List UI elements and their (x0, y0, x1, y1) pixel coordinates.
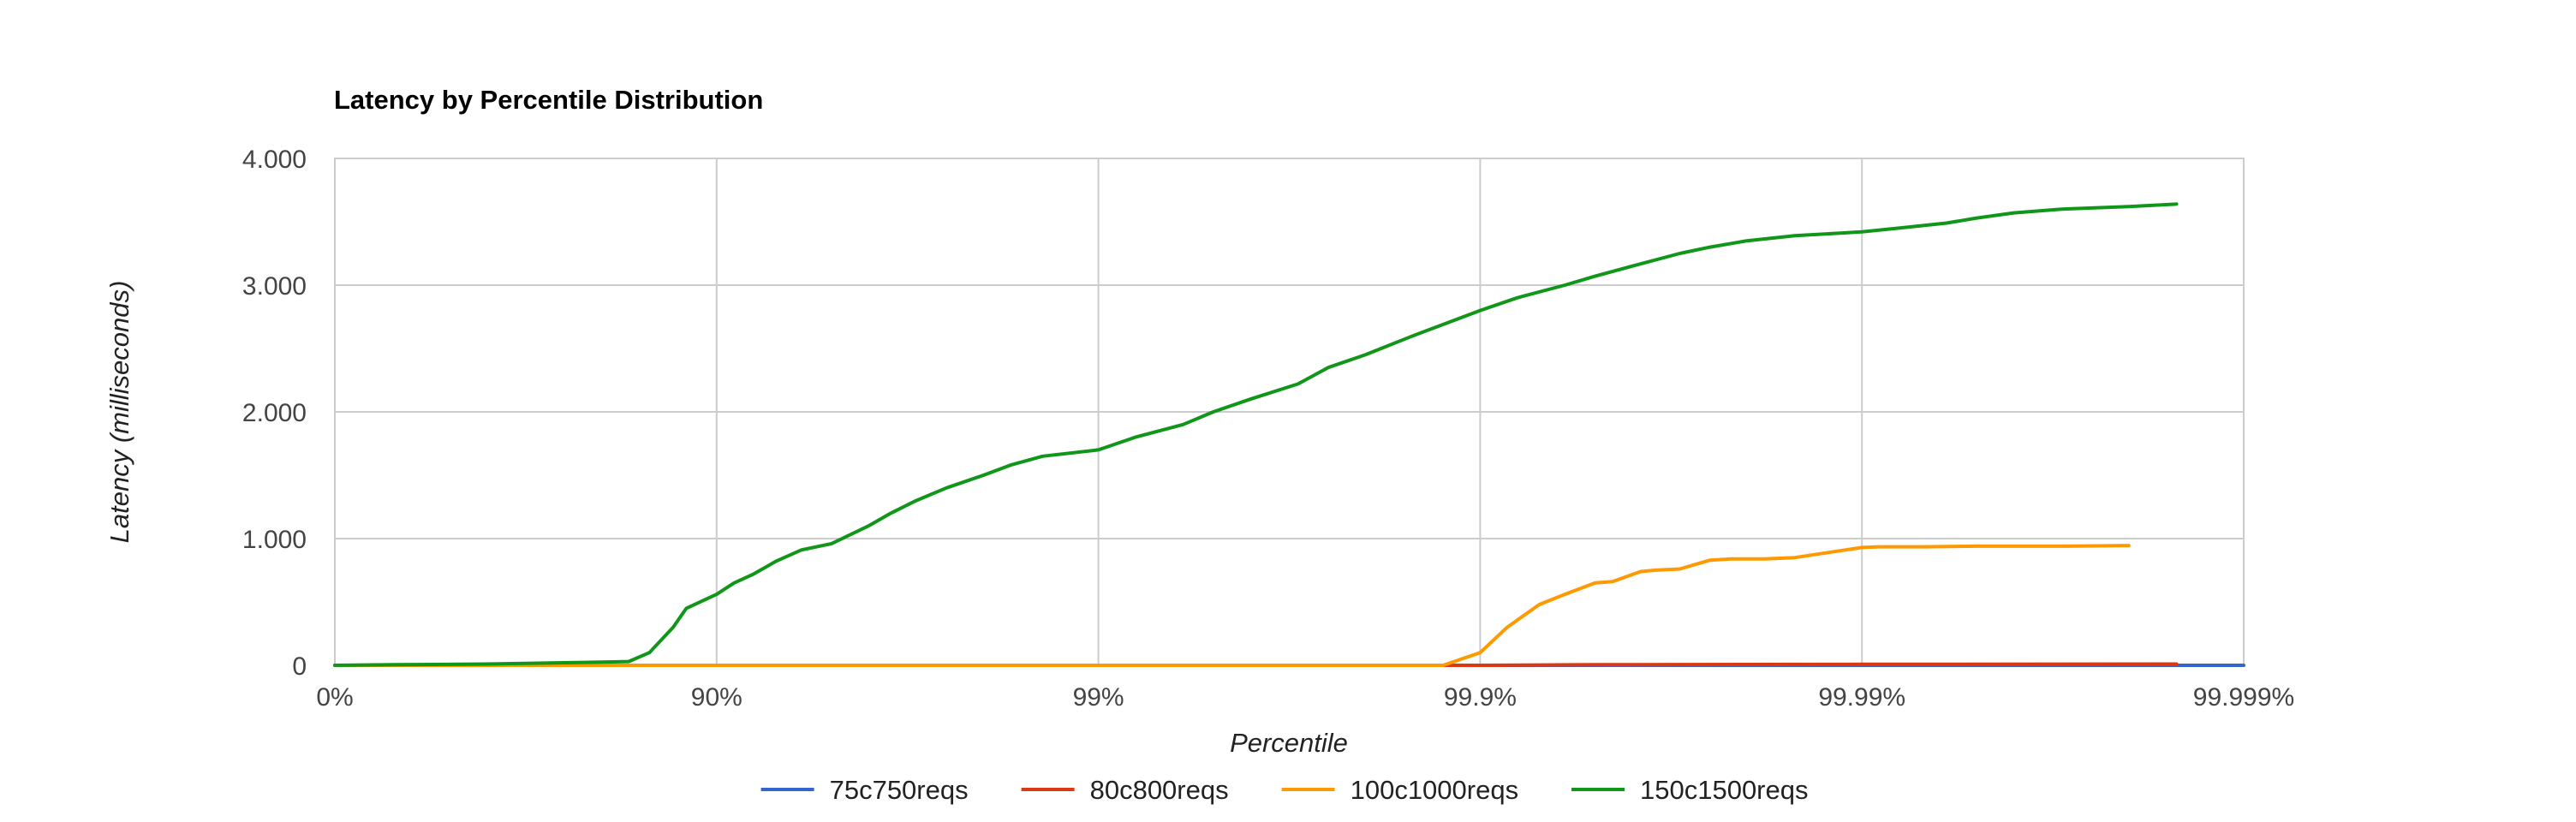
y-tick-label: 3.000 (242, 272, 307, 301)
legend-label: 80c800reqs (1090, 775, 1229, 805)
legend-item-75c750reqs[interactable]: 75c750reqs (760, 775, 969, 805)
series-lines (333, 202, 2245, 667)
legend-item-80c800reqs[interactable]: 80c800reqs (1021, 775, 1229, 805)
legend-label: 150c1500reqs (1640, 775, 1809, 805)
legend-item-150c1500reqs[interactable]: 150c1500reqs (1571, 775, 1809, 805)
y-tick-label: 2.000 (242, 399, 307, 427)
y-axis-title: Latency (milliseconds) (104, 281, 134, 544)
y-tick-label: 1.000 (242, 526, 307, 554)
x-tick-label: 99.99% (1818, 683, 1905, 712)
x-tick-label: 99.999% (2193, 683, 2294, 712)
y-tick-label: 0 (292, 652, 307, 681)
series-line-100c1000reqs (333, 544, 2131, 667)
legend: 75c750reqs 80c800reqs 100c1000reqs 150c1500… (760, 775, 1809, 805)
x-axis-ticks: 0% 90% 99% 99.9% 99.99% 99.999% (316, 683, 2294, 712)
x-tick-label: 99.9% (1444, 683, 1517, 712)
x-tick-label: 90% (691, 683, 742, 712)
legend-label: 75c750reqs (830, 775, 969, 805)
y-axis-ticks: 0 1.000 2.000 3.000 4.000 (242, 146, 307, 681)
legend-label: 100c1000reqs (1351, 775, 1519, 805)
legend-item-100c1000reqs[interactable]: 100c1000reqs (1281, 775, 1519, 805)
gridlines (335, 158, 2244, 665)
x-axis-title: Percentile (1230, 728, 1348, 758)
chart-title: Latency by Percentile Distribution (334, 85, 763, 115)
x-tick-label: 0% (316, 683, 353, 712)
x-tick-label: 99% (1073, 683, 1124, 712)
series-line-150c1500reqs (333, 202, 2179, 667)
y-tick-label: 4.000 (242, 146, 307, 174)
